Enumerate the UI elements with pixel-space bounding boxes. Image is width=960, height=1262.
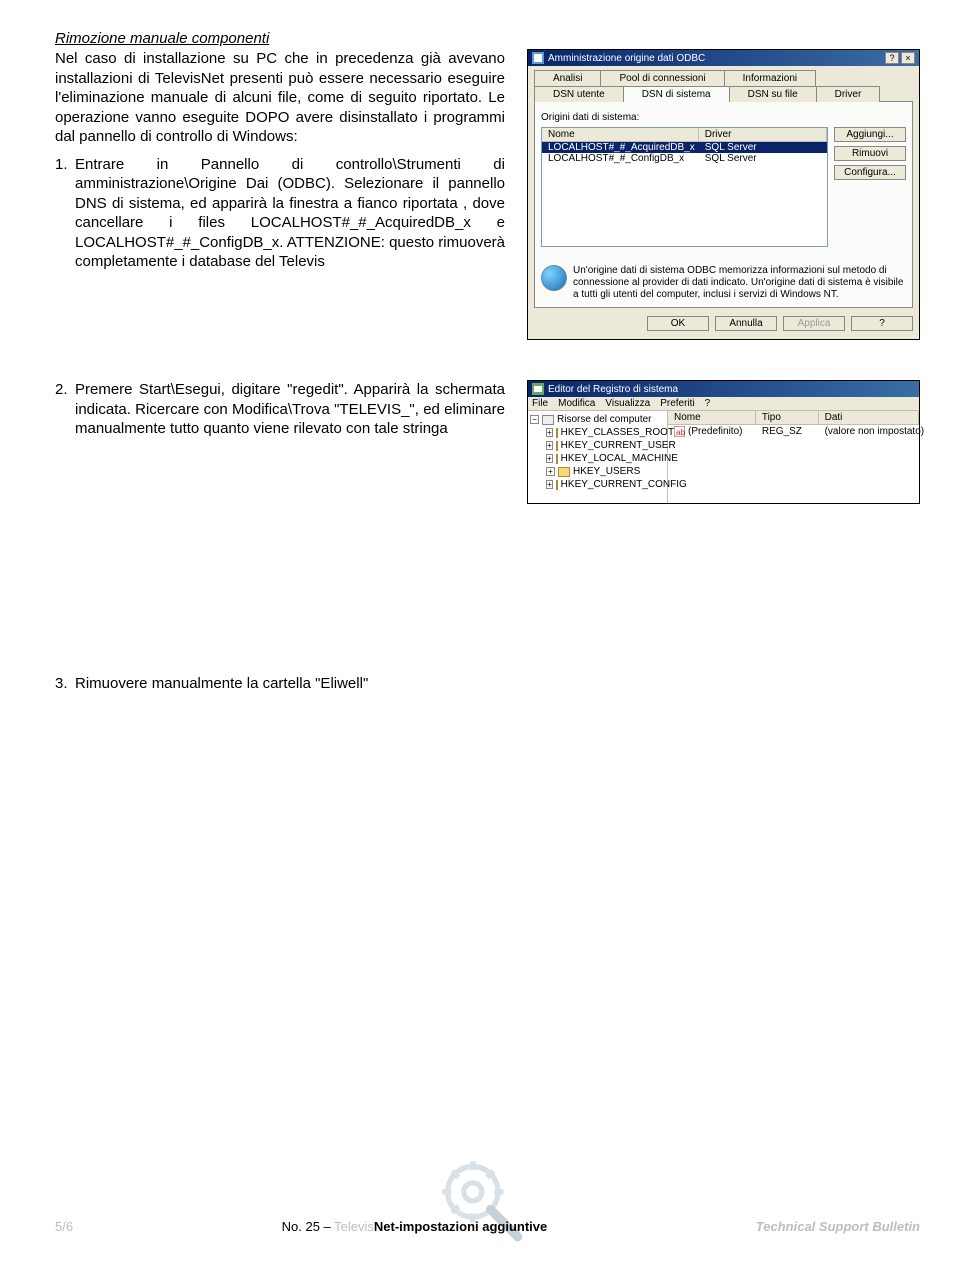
menu-file[interactable]: File [532, 398, 548, 409]
odbc-titlebar: Amministrazione origine dati ODBC ? × [528, 50, 919, 66]
val-data: (valore non impostato) [819, 425, 919, 438]
folder-icon [556, 454, 558, 464]
menu-visualizza[interactable]: Visualizza [605, 398, 650, 409]
rimuovi-button[interactable]: Rimuovi [834, 146, 906, 161]
step-1-text: Entrare in Pannello di controllo\Strumen… [75, 156, 505, 271]
globe-icon [541, 265, 567, 291]
tree-key-label: HKEY_LOCAL_MACHINE [561, 452, 678, 465]
folder-icon [558, 467, 570, 477]
computer-icon [542, 415, 554, 425]
dsn-nome: LOCALHOST#_#_AcquiredDB_x [542, 142, 699, 153]
reg-value-row[interactable]: ab (Predefinito) REG_SZ (valore non impo… [668, 425, 919, 438]
dsn-row[interactable]: LOCALHOST#_#_ConfigDB_x SQL Server [542, 153, 827, 164]
tab-informazioni[interactable]: Informazioni [724, 70, 816, 86]
folder-icon [556, 441, 558, 451]
info-text: Un'origine dati di sistema ODBC memorizz… [573, 265, 906, 301]
origini-label: Origini dati di sistema: [541, 112, 906, 123]
collapse-icon[interactable]: − [530, 415, 539, 424]
tree-key[interactable]: +HKEY_CLASSES_ROOT [530, 426, 665, 439]
configura-button[interactable]: Configura... [834, 165, 906, 180]
regedit-values[interactable]: Nome Tipo Dati ab (Predefinito) REG_SZ (… [668, 411, 919, 503]
tab-dsn-utente[interactable]: DSN utente [534, 86, 624, 102]
menu-help[interactable]: ? [705, 398, 711, 409]
regedit-app-icon [532, 383, 544, 395]
step-3-text: Rimuovere manualmente la cartella "Eliwe… [75, 675, 368, 692]
applica-button[interactable]: Applica [783, 316, 845, 331]
tab-dsn-file[interactable]: DSN su file [729, 86, 817, 102]
folder-icon [556, 480, 558, 490]
col-nome: Nome [542, 128, 699, 141]
step-1: 1.Entrare in Pannello di controllo\Strum… [55, 155, 505, 272]
help-button[interactable]: ? [851, 316, 913, 331]
col-tipo: Tipo [756, 411, 819, 424]
footer-no: No. 25 – [282, 1219, 335, 1234]
annulla-button[interactable]: Annulla [715, 316, 777, 331]
regedit-window: Editor del Registro di sistema File Modi… [527, 380, 920, 504]
tree-root-label: Risorse del computer [557, 413, 651, 426]
regedit-menubar: File Modifica Visualizza Preferiti ? [528, 397, 919, 411]
step-2: 2.Premere Start\Esegui, digitare "regedi… [55, 380, 505, 439]
dsn-driver: SQL Server [699, 142, 827, 153]
page-footer: 5/6 No. 25 – TelevisNet-impostazioni agg… [55, 1219, 920, 1234]
tab-analisi[interactable]: Analisi [534, 70, 601, 86]
footer-strong: Net-impostazioni aggiuntive [374, 1219, 547, 1234]
folder-icon [556, 428, 558, 438]
expand-icon[interactable]: + [546, 441, 553, 450]
help-icon[interactable]: ? [885, 52, 899, 64]
tree-key-label: HKEY_CURRENT_USER [561, 439, 676, 452]
tab-pool[interactable]: Pool di connessioni [600, 70, 724, 86]
page-number: 5/6 [55, 1219, 73, 1234]
dsn-row[interactable]: LOCALHOST#_#_AcquiredDB_x SQL Server [542, 142, 827, 153]
regedit-tree[interactable]: − Risorse del computer +HKEY_CLASSES_ROO… [528, 411, 668, 503]
odbc-app-icon [532, 52, 544, 64]
tree-root[interactable]: − Risorse del computer [530, 413, 665, 426]
footer-fade: Televis [334, 1219, 374, 1234]
tree-key[interactable]: +HKEY_LOCAL_MACHINE [530, 452, 665, 465]
menu-preferiti[interactable]: Preferiti [660, 398, 694, 409]
ok-button[interactable]: OK [647, 316, 709, 331]
menu-modifica[interactable]: Modifica [558, 398, 595, 409]
regedit-title-text: Editor del Registro di sistema [548, 384, 678, 395]
expand-icon[interactable]: + [546, 454, 553, 463]
expand-icon[interactable]: + [546, 428, 553, 437]
tab-driver[interactable]: Driver [816, 86, 881, 102]
aggiungi-button[interactable]: Aggiungi... [834, 127, 906, 142]
footer-right: Technical Support Bulletin [756, 1219, 920, 1234]
tree-key[interactable]: + HKEY_USERS [530, 465, 665, 478]
step-3: 3.Rimuovere manualmente la cartella "Eli… [55, 674, 505, 694]
odbc-title-text: Amministrazione origine dati ODBC [548, 53, 705, 64]
intro-paragraph: Nel caso di installazione su PC che in p… [55, 49, 505, 147]
odbc-dialog: Amministrazione origine dati ODBC ? × An… [527, 49, 920, 340]
tree-key[interactable]: +HKEY_CURRENT_USER [530, 439, 665, 452]
val-name: (Predefinito) [688, 426, 742, 437]
string-value-icon: ab [674, 426, 685, 437]
tree-key[interactable]: +HKEY_CURRENT_CONFIG [530, 478, 665, 491]
regedit-titlebar: Editor del Registro di sistema [528, 381, 919, 397]
col-driver: Driver [699, 128, 827, 141]
expand-icon[interactable]: + [546, 467, 555, 476]
col-nome: Nome [668, 411, 756, 424]
tree-key-label: HKEY_CLASSES_ROOT [561, 426, 674, 439]
footer-mid: No. 25 – TelevisNet-impostazioni aggiunt… [282, 1219, 548, 1234]
step-2-text: Premere Start\Esegui, digitare "regedit"… [75, 381, 505, 437]
section-title: Rimozione manuale componenti [55, 30, 920, 47]
tab-dsn-sistema[interactable]: DSN di sistema [623, 86, 730, 102]
col-dati: Dati [819, 411, 919, 424]
svg-text:ab: ab [676, 428, 685, 437]
tree-key-label: HKEY_USERS [573, 465, 640, 478]
dsn-listbox[interactable]: Nome Driver LOCALHOST#_#_AcquiredDB_x SQ… [541, 127, 828, 247]
val-type: REG_SZ [756, 425, 819, 438]
expand-icon[interactable]: + [546, 480, 553, 489]
dsn-nome: LOCALHOST#_#_ConfigDB_x [542, 153, 699, 164]
dsn-driver: SQL Server [699, 153, 827, 164]
close-icon[interactable]: × [901, 52, 915, 64]
